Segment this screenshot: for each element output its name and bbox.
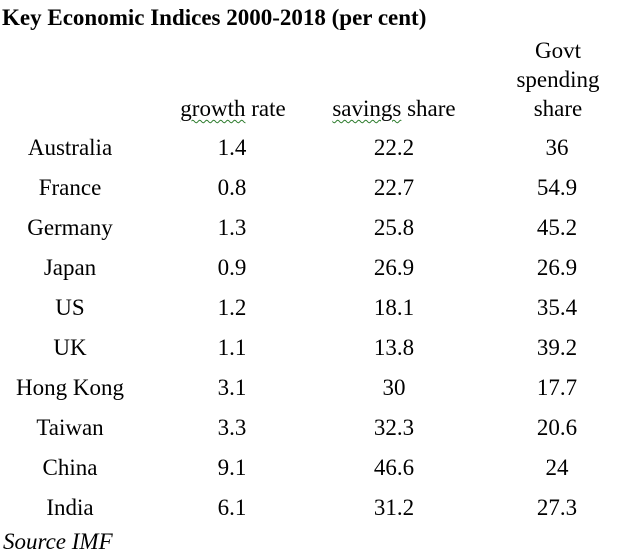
growth-rate-cell: 1.4 xyxy=(217,135,247,160)
savings-share-cell: 30 xyxy=(382,375,406,400)
country-cell: UK xyxy=(53,335,87,360)
savings-share-cell: 18.1 xyxy=(373,295,415,320)
govt-spending-cell: 45.2 xyxy=(536,215,578,240)
header-growth-rest: rate xyxy=(245,96,286,121)
table-row: Japan 0.9 26.9 26.9 xyxy=(0,248,617,288)
savings-share-cell: 13.8 xyxy=(373,335,415,360)
header-govt-line-2: spending xyxy=(516,67,600,92)
table-row: Hong Kong 3.1 30 17.7 xyxy=(0,368,617,408)
country-cell: Japan xyxy=(43,255,97,280)
savings-share-cell: 31.2 xyxy=(373,495,415,520)
savings-share-cell: 22.2 xyxy=(373,135,415,160)
country-cell: Australia xyxy=(27,135,113,160)
savings-share-cell: 22.7 xyxy=(373,175,415,200)
header-savings-word: savings xyxy=(332,96,402,121)
govt-spending-cell: 36 xyxy=(545,135,569,160)
growth-rate-cell: 1.1 xyxy=(217,335,247,360)
table-row: UK 1.1 13.8 39.2 xyxy=(0,328,617,368)
growth-rate-cell: 6.1 xyxy=(217,495,247,520)
country-cell: Germany xyxy=(27,215,113,240)
savings-share-cell: 32.3 xyxy=(373,415,415,440)
govt-spending-cell: 17.7 xyxy=(536,375,578,400)
country-cell: India xyxy=(46,495,94,520)
source-note: Source IMF xyxy=(3,529,113,554)
country-cell: Taiwan xyxy=(36,415,104,440)
govt-spending-cell: 27.3 xyxy=(536,495,578,520)
growth-rate-cell: 0.8 xyxy=(217,175,247,200)
growth-rate-cell: 0.9 xyxy=(217,255,247,280)
growth-rate-cell: 9.1 xyxy=(217,455,247,480)
savings-share-cell: 26.9 xyxy=(373,255,415,280)
country-cell: France xyxy=(38,175,102,200)
header-govt-line-3: share xyxy=(533,96,583,121)
column-header-govt-spending-share: Govt spending share xyxy=(500,36,616,123)
table-row: Germany 1.3 25.8 45.2 xyxy=(0,208,617,248)
govt-spending-cell: 26.9 xyxy=(536,255,578,280)
govt-spending-cell: 24 xyxy=(545,455,569,480)
table-row: Australia 1.4 22.2 36 xyxy=(0,128,617,168)
table-row: India 6.1 31.2 27.3 xyxy=(0,488,617,528)
table-row: Taiwan 3.3 32.3 20.6 xyxy=(0,408,617,448)
table-row: US 1.2 18.1 35.4 xyxy=(0,288,617,328)
growth-rate-cell: 1.3 xyxy=(217,215,247,240)
country-cell: Hong Kong xyxy=(16,375,124,400)
column-header-savings-share: savings share xyxy=(318,94,470,123)
savings-share-cell: 46.6 xyxy=(373,455,415,480)
header-growth-word: growth xyxy=(180,96,246,121)
govt-spending-cell: 54.9 xyxy=(536,175,578,200)
savings-share-cell: 25.8 xyxy=(373,215,415,240)
table-title: Key Economic Indices 2000-2018 (per cent… xyxy=(2,5,427,30)
header-savings-rest: share xyxy=(401,96,456,121)
growth-rate-cell: 3.1 xyxy=(217,375,247,400)
govt-spending-cell: 39.2 xyxy=(536,335,578,360)
header-govt-line-1: Govt xyxy=(535,38,581,63)
country-cell: US xyxy=(55,295,85,320)
growth-rate-cell: 3.3 xyxy=(217,415,247,440)
govt-spending-cell: 35.4 xyxy=(536,295,578,320)
table-row: France 0.8 22.7 54.9 xyxy=(0,168,617,208)
column-header-growth-rate: growth rate xyxy=(166,94,300,123)
table-row: China 9.1 46.6 24 xyxy=(0,448,617,488)
govt-spending-cell: 20.6 xyxy=(536,415,578,440)
growth-rate-cell: 1.2 xyxy=(217,295,247,320)
country-cell: China xyxy=(42,455,98,480)
